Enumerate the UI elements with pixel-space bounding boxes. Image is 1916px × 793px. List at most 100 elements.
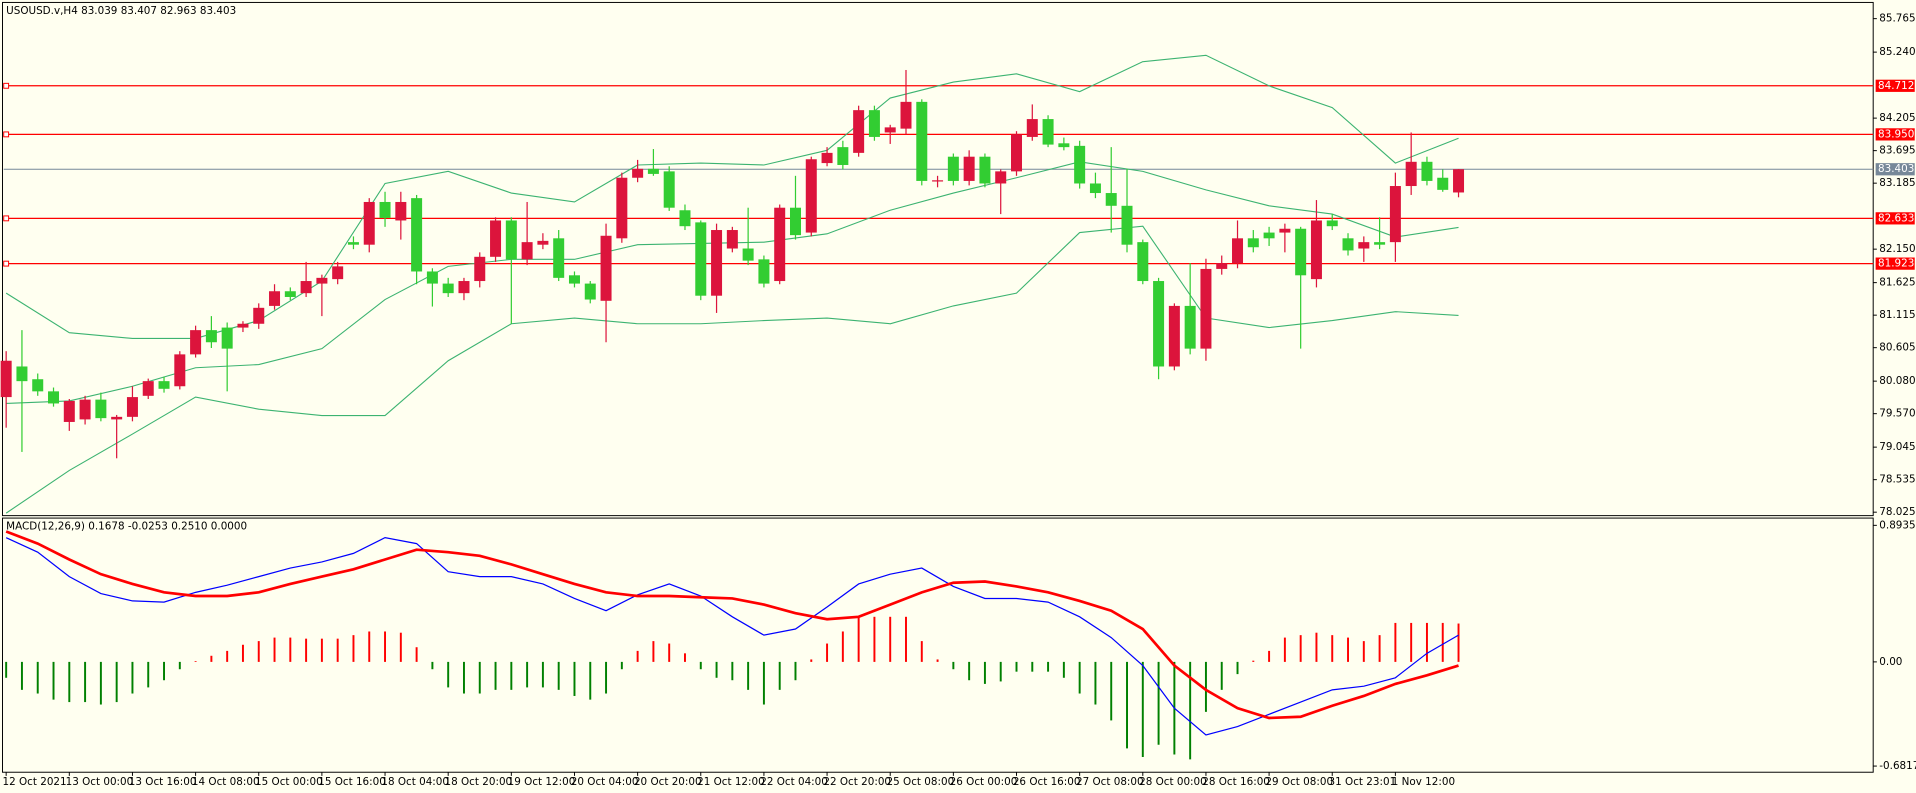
y-tick-label: 80.605 xyxy=(1879,342,1915,354)
y-tick-label: -0.6817 xyxy=(1879,760,1916,772)
candle-body xyxy=(221,327,233,349)
candle-body xyxy=(679,210,691,227)
y-tick-label: 78.535 xyxy=(1879,474,1915,486)
candle-body xyxy=(174,354,186,387)
candle-body xyxy=(853,110,865,153)
candle-body xyxy=(426,271,438,284)
level-label: 84.712 xyxy=(1878,80,1914,92)
candle-body xyxy=(1137,242,1149,282)
level-handle xyxy=(3,215,10,222)
level-label: 81.923 xyxy=(1878,258,1914,270)
candle-body xyxy=(205,330,217,343)
candle-body xyxy=(663,171,675,208)
y-tick-label: 83.185 xyxy=(1879,177,1915,189)
x-tick-label: 18 Oct 20:00 xyxy=(445,776,513,788)
macd-line xyxy=(5,537,1459,736)
x-tick-label: 20 Oct 04:00 xyxy=(571,776,639,788)
level-label-box xyxy=(1875,257,1915,270)
x-tick-label: 1 Nov 12:00 xyxy=(1392,776,1455,788)
candle-body xyxy=(1105,193,1117,206)
candle-body xyxy=(616,177,628,239)
macd-panel xyxy=(2,517,1874,773)
level-handle xyxy=(3,82,10,89)
level-handle xyxy=(3,260,10,267)
candle-body xyxy=(1421,161,1433,181)
candle-body xyxy=(821,152,833,164)
candle-body xyxy=(284,291,296,297)
y-tick-label: 82.150 xyxy=(1879,243,1915,255)
candle-body xyxy=(1247,238,1259,248)
candle-body xyxy=(884,127,896,133)
candle-body xyxy=(900,101,912,129)
level-label-box xyxy=(1875,79,1915,92)
candle-body xyxy=(1389,186,1401,243)
candle-body xyxy=(868,110,880,137)
candle-body xyxy=(269,291,281,306)
candle-body xyxy=(474,256,486,282)
candle-body xyxy=(1042,119,1054,145)
candle-body xyxy=(789,207,801,236)
candle-body xyxy=(363,201,375,245)
x-tick-label: 28 Oct 00:00 xyxy=(1139,776,1207,788)
y-tick-label: 79.570 xyxy=(1879,408,1915,420)
x-tick-label: 26 Oct 00:00 xyxy=(950,776,1018,788)
candle-body xyxy=(95,399,107,419)
candle-body xyxy=(1326,220,1338,227)
candle-body xyxy=(995,171,1007,184)
candle-body xyxy=(237,323,249,328)
y-tick-label: 84.205 xyxy=(1879,112,1915,124)
candle-body xyxy=(726,230,738,249)
candle-body xyxy=(1374,242,1386,245)
x-tick-label: 13 Oct 16:00 xyxy=(129,776,197,788)
candle-body xyxy=(1437,177,1449,190)
candle-body xyxy=(1263,232,1275,239)
candle-body xyxy=(158,381,170,389)
y-tick-label: 85.765 xyxy=(1879,13,1915,25)
x-tick-label: 22 Oct 20:00 xyxy=(823,776,891,788)
x-tick-label: 26 Oct 16:00 xyxy=(1013,776,1081,788)
macd-header: MACD(12,26,9) 0.1678 -0.0253 0.2510 0.00… xyxy=(6,521,247,533)
candle-body xyxy=(142,381,154,396)
y-tick-label: 79.045 xyxy=(1879,441,1915,453)
candle-body xyxy=(458,281,470,294)
x-tick-label: 12 Oct 2021 xyxy=(2,776,66,788)
candle-body xyxy=(379,201,391,218)
candle-body xyxy=(490,220,502,257)
candle-body xyxy=(1453,169,1465,193)
candle-body xyxy=(1184,305,1196,349)
x-tick-label: 28 Oct 16:00 xyxy=(1202,776,1270,788)
candle-body xyxy=(600,235,612,301)
y-tick-label: 78.025 xyxy=(1879,506,1915,518)
x-tick-label: 27 Oct 08:00 xyxy=(1076,776,1144,788)
candle-body xyxy=(521,242,533,260)
candle-body xyxy=(1310,220,1322,280)
candle-body xyxy=(0,360,12,398)
candle-body xyxy=(1011,134,1023,172)
candle-body xyxy=(111,416,123,420)
candle-body xyxy=(1216,263,1228,269)
candle-body xyxy=(48,391,60,404)
x-tick-label: 15 Oct 16:00 xyxy=(318,776,386,788)
candle-body xyxy=(1058,143,1070,148)
candle-body xyxy=(584,283,596,300)
candle-body xyxy=(837,147,849,165)
x-tick-label: 31 Oct 23:01 xyxy=(1329,776,1397,788)
candle-body xyxy=(1074,145,1086,184)
candle-body xyxy=(16,366,28,382)
candle-body xyxy=(916,101,928,181)
symbol-header: USOUSD.v,H4 83.039 83.407 82.963 83.403 xyxy=(6,5,236,17)
candle-body xyxy=(332,266,344,280)
y-tick-label: 0.8935 xyxy=(1879,519,1915,531)
candle-body xyxy=(632,168,644,178)
level-label: 83.950 xyxy=(1878,128,1914,140)
candle-body xyxy=(711,230,723,296)
candle-body xyxy=(568,275,580,284)
candle-body xyxy=(758,259,770,284)
candle-body xyxy=(126,397,138,417)
candle-body xyxy=(1405,161,1417,187)
candle-body xyxy=(442,283,454,294)
y-tick-label: 85.240 xyxy=(1879,46,1915,58)
candle-body xyxy=(79,399,91,420)
